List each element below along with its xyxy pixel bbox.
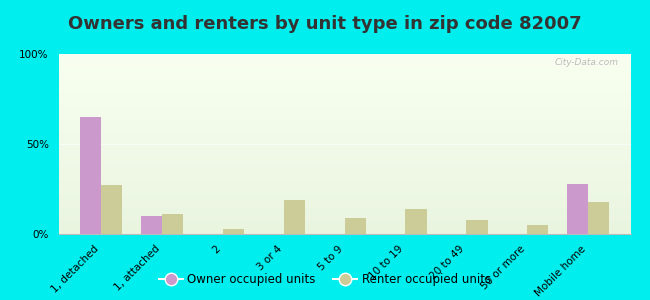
Bar — [140, 216, 162, 234]
Bar — [80, 117, 101, 234]
Bar — [162, 214, 183, 234]
Bar — [406, 209, 426, 234]
Bar — [344, 218, 366, 234]
Bar — [101, 185, 122, 234]
Legend: Owner occupied units, Renter occupied units: Owner occupied units, Renter occupied un… — [154, 269, 496, 291]
Bar — [283, 200, 305, 234]
Text: City-Data.com: City-Data.com — [555, 58, 619, 67]
Text: Owners and renters by unit type in zip code 82007: Owners and renters by unit type in zip c… — [68, 15, 582, 33]
Bar — [588, 202, 609, 234]
Bar — [466, 220, 488, 234]
Bar — [527, 225, 549, 234]
Bar — [223, 229, 244, 234]
Bar — [567, 184, 588, 234]
